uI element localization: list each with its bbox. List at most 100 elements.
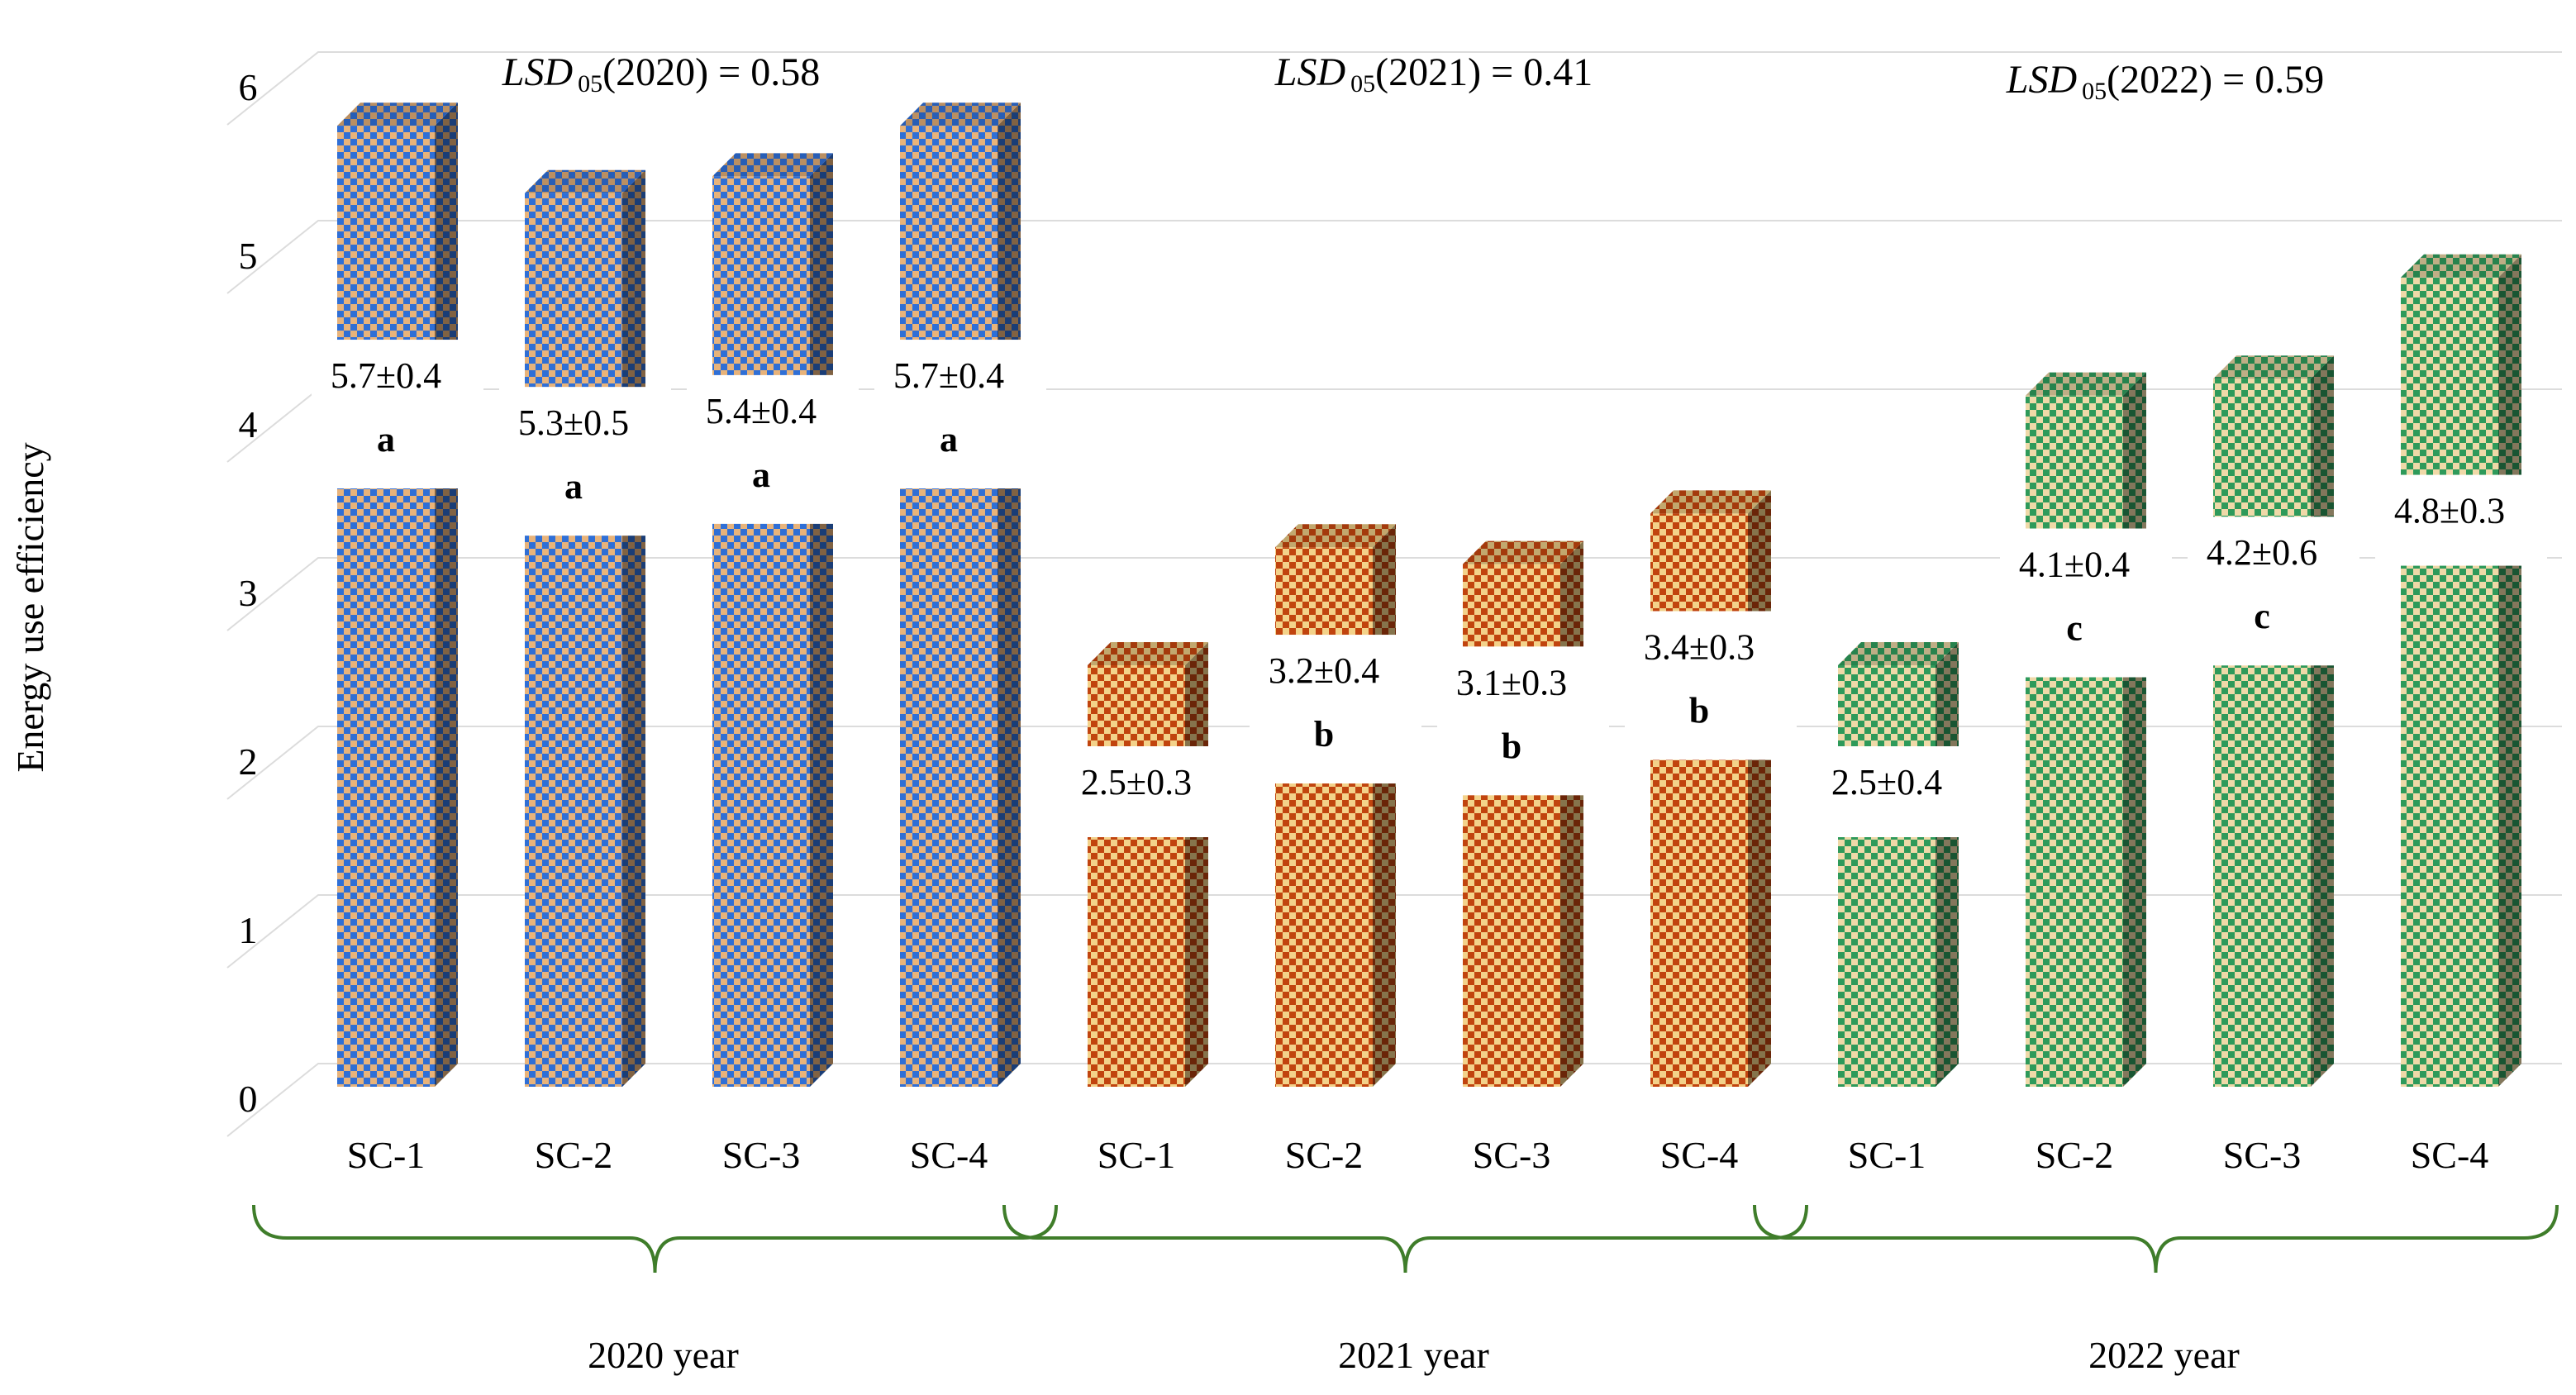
group-label: 2020 year	[588, 1334, 739, 1376]
significance-letter: b	[1314, 714, 1334, 755]
y-ticks: 0 1 2 3 4 5 6	[239, 66, 258, 1120]
gridline	[226, 51, 2562, 126]
bar	[2213, 379, 2311, 1087]
significance-letter: a	[752, 455, 770, 495]
gridline	[226, 557, 2562, 631]
data-label: 3.1±0.3	[1456, 662, 1567, 702]
label-backdrop	[1625, 611, 1797, 760]
data-label: 5.7±0.4	[331, 355, 441, 396]
lsd-annotation: LSD 05(2020) = 0.58	[502, 50, 820, 98]
bar	[1088, 665, 1185, 1087]
data-label: 2.5±0.3	[1081, 762, 1192, 802]
significance-letter: b	[1689, 690, 1709, 731]
category-label: SC-2	[535, 1134, 613, 1176]
label-backdrop	[499, 387, 671, 536]
bar-top	[712, 153, 833, 177]
bar-side	[998, 102, 1021, 1088]
y-axis-title: Energy use efficiency	[9, 442, 51, 772]
bar-side	[1936, 642, 1959, 1087]
data-label: 5.3±0.5	[518, 402, 629, 443]
category-label: SC-1	[347, 1134, 426, 1176]
significance-letter: c	[2254, 596, 2270, 636]
y-tick-label: 5	[239, 235, 258, 277]
group-annotations: 2020 year LSD 05(2020) = 0.58 2021 year LSD 0…	[252, 50, 2559, 1376]
data-label: 4.2±0.6	[2207, 532, 2317, 573]
data-label: 5.4±0.4	[706, 391, 817, 431]
bar-top	[337, 102, 458, 126]
bar-side	[1560, 540, 1583, 1087]
data-label: 5.7±0.4	[893, 355, 1004, 396]
gridline	[226, 894, 2562, 969]
y-tick-label: 1	[239, 909, 258, 951]
bar-top	[2026, 372, 2146, 396]
bar	[2401, 277, 2498, 1087]
bar	[1650, 513, 1748, 1087]
bar-side	[435, 102, 458, 1088]
category-label: SC-3	[1473, 1134, 1551, 1176]
category-label: SC-3	[722, 1134, 801, 1176]
label-backdrop	[874, 340, 1046, 489]
bar-top	[1275, 524, 1396, 548]
label-backdrop	[2375, 474, 2547, 566]
gridline	[226, 220, 2562, 294]
category-label: SC-1	[1098, 1134, 1176, 1176]
bar-top	[1650, 490, 1771, 514]
lsd-annotation: LSD 05(2021) = 0.41	[1274, 50, 1593, 98]
bar-side	[2311, 355, 2334, 1087]
bar	[712, 176, 810, 1087]
bar-top	[1088, 642, 1208, 665]
label-backdrop	[1062, 746, 1234, 837]
bar-side	[622, 169, 645, 1087]
bar-top	[2213, 355, 2334, 379]
label-backdrop	[1250, 635, 1421, 784]
bar	[1275, 547, 1373, 1087]
group-label: 2022 year	[2088, 1334, 2240, 1376]
category-label: SC-4	[2411, 1134, 2489, 1176]
y-tick-label: 2	[239, 740, 258, 783]
bar-side	[2123, 372, 2146, 1088]
gridline	[226, 726, 2562, 800]
group-brace	[1002, 1204, 1808, 1274]
category-labels: SC-1 SC-2 SC-3 SC-4 SC-1 SC-2 SC-3 SC-4 SC-1 SC-2…	[347, 1134, 2489, 1176]
group-brace	[1753, 1204, 2559, 1274]
gridline	[226, 1063, 2562, 1137]
bar	[525, 193, 622, 1087]
lsd-annotation: LSD 05(2022) = 0.59	[2006, 58, 2324, 105]
bar-side	[1185, 642, 1208, 1087]
data-label: 4.1±0.4	[2019, 545, 2130, 585]
category-label: SC-2	[1285, 1134, 1364, 1176]
data-label: 3.2±0.4	[1269, 650, 1379, 691]
significance-letter: a	[940, 419, 958, 459]
bar	[1838, 665, 1936, 1087]
label-backdrop	[2000, 528, 2172, 678]
category-label: SC-3	[2223, 1134, 2302, 1176]
bar	[2026, 395, 2123, 1088]
label-backdrop	[1812, 746, 1984, 837]
bar-top	[525, 169, 645, 193]
y-tick-label: 6	[239, 66, 258, 108]
bar-top	[1463, 540, 1583, 564]
group-label: 2021 year	[1338, 1334, 1489, 1376]
label-backdrop	[2188, 517, 2359, 666]
bar	[337, 126, 435, 1088]
significance-letter: b	[1502, 726, 1521, 766]
y-tick-label: 4	[239, 403, 258, 445]
data-labels: 5.7±0.4 a 5.3±0.5 a 5.4±0.4 a 5.7±0.4 a 2.5±0.3 3…	[312, 340, 2547, 837]
category-label: SC-2	[2036, 1134, 2114, 1176]
category-label: SC-4	[910, 1134, 988, 1176]
bar-side	[2498, 254, 2521, 1087]
data-label: 2.5±0.4	[1831, 762, 1942, 802]
bar-top	[2401, 254, 2521, 278]
category-label: SC-1	[1848, 1134, 1926, 1176]
bar-side	[1748, 490, 1771, 1087]
bar-top	[900, 102, 1021, 126]
significance-letter: c	[2066, 608, 2083, 649]
bar-top	[1838, 642, 1959, 665]
group-brace	[252, 1204, 1058, 1274]
bar	[1463, 564, 1560, 1087]
y-tick-label: 0	[239, 1078, 258, 1120]
label-backdrop	[687, 374, 859, 524]
label-backdrop	[1437, 646, 1609, 796]
significance-letter: a	[377, 419, 395, 459]
